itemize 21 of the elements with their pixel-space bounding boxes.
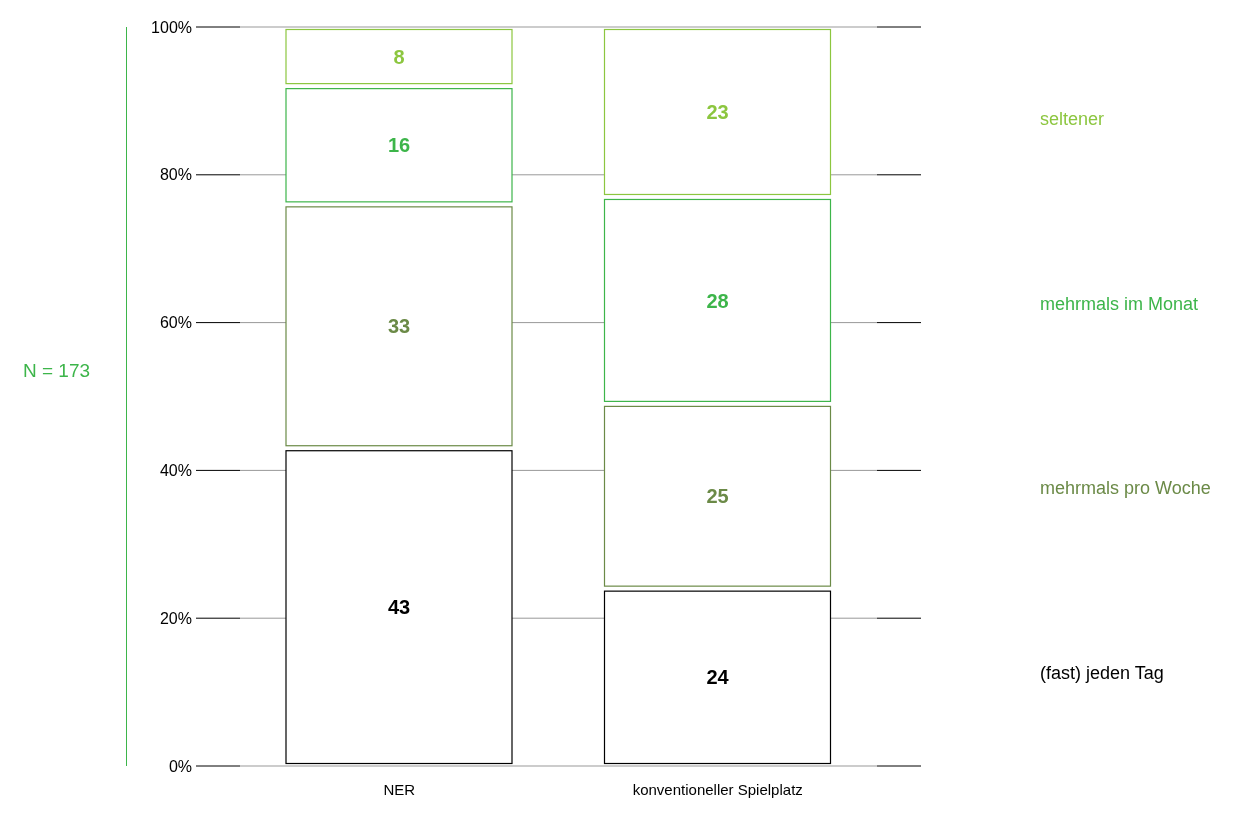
text: N = 173: [23, 360, 91, 382]
text: (fast) jeden Tag: [1040, 663, 1165, 685]
y-tick-label: 20%: [159, 609, 192, 627]
text: seltener: [1040, 108, 1106, 130]
y-tick-label: 40%: [159, 462, 192, 480]
y-tick-label: 80%: [159, 166, 192, 184]
data-label: 8: [393, 45, 405, 68]
text: mehrmals im Monat: [1040, 293, 1200, 315]
y-tick-label: 0%: [168, 757, 192, 775]
x-tick-label: konventioneller Spielplatz: [632, 780, 803, 798]
data-label: 28: [706, 289, 729, 312]
y-tick-label: 60%: [159, 314, 192, 332]
data-label: 43: [387, 596, 411, 619]
x-tick-label: NER: [383, 780, 416, 798]
y-tick-label: 100%: [151, 18, 192, 36]
data-label: 23: [706, 101, 729, 124]
data-label: 25: [706, 485, 729, 508]
text: mehrmals pro Woche: [1040, 478, 1212, 500]
data-label: 16: [387, 134, 411, 157]
data-label: 24: [706, 666, 730, 689]
data-label: 33: [387, 315, 411, 338]
